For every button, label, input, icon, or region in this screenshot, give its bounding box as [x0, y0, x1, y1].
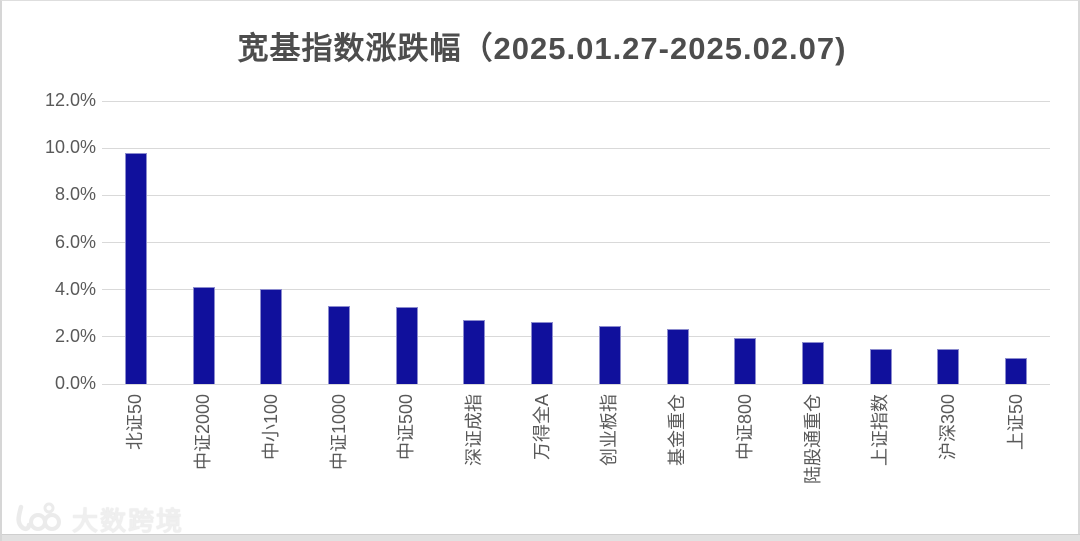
bottom-scroll-strip: [2, 534, 1080, 541]
bar-北证50: [124, 152, 147, 384]
y-axis-tick-label: 0.0%: [54, 373, 96, 393]
gridline: [102, 289, 1050, 291]
bar-中小100: [260, 288, 283, 384]
x-axis-category-label: 中证800: [734, 394, 755, 461]
gridline: [102, 383, 1050, 385]
x-axis-category-label: 陆股通重仓: [802, 394, 823, 484]
bar-深证成指: [463, 320, 486, 384]
x-axis-category-label: 北证50: [125, 394, 146, 451]
x-axis-category-label: 创业板指: [599, 394, 620, 466]
x-axis-category-label: 深证成指: [463, 394, 484, 466]
x-axis-category-label: 中证1000: [328, 394, 349, 471]
gridline: [102, 100, 1050, 102]
bar-中证500: [395, 307, 418, 384]
watermark: 大数跨境: [12, 501, 184, 537]
bar-沪深300: [937, 348, 960, 384]
x-axis-category-label: 中小100: [260, 394, 281, 461]
watermark-100-logo-icon: [16, 502, 61, 532]
y-axis-tick-label: 8.0%: [54, 184, 96, 205]
x-axis-category-label: 中证500: [396, 394, 417, 461]
x-axis-category-label: 基金重仓: [667, 394, 688, 466]
bar-创业板指: [598, 326, 621, 384]
watermark-text: 大数跨境: [72, 505, 185, 536]
y-axis-tick-label: 2.0%: [54, 325, 96, 346]
x-axis-category-label: 沪深300: [937, 394, 958, 461]
bar-陆股通重仓: [802, 341, 824, 384]
y-axis-tick-label: 10.0%: [44, 137, 96, 158]
bar-中证1000: [328, 306, 350, 384]
gridline: [102, 194, 1050, 196]
bar-中证800: [734, 338, 757, 384]
bar-上证指数: [869, 348, 892, 384]
bar-基金重仓: [666, 328, 689, 384]
x-axis-category-label: 上证指数: [870, 394, 891, 466]
bar-万得全A: [531, 321, 554, 384]
gridline: [102, 336, 1050, 338]
x-axis-category-label: 万得全A: [531, 394, 552, 461]
bar-中证2000: [192, 287, 215, 384]
y-axis-tick-label: 4.0%: [54, 278, 96, 299]
x-axis-category-label: 中证2000: [193, 394, 214, 471]
y-axis-tick-label: 6.0%: [54, 231, 96, 252]
plot-area: [102, 100, 1050, 385]
y-axis-tick-label: 12.0%: [44, 90, 96, 110]
bar-上证50: [1005, 358, 1028, 384]
x-axis-category-label: 上证50: [1005, 394, 1026, 451]
gridline: [102, 242, 1050, 243]
gridline: [102, 147, 1050, 149]
chart-title: 宽基指数涨跌幅（2025.01.27-2025.02.07): [237, 31, 847, 66]
